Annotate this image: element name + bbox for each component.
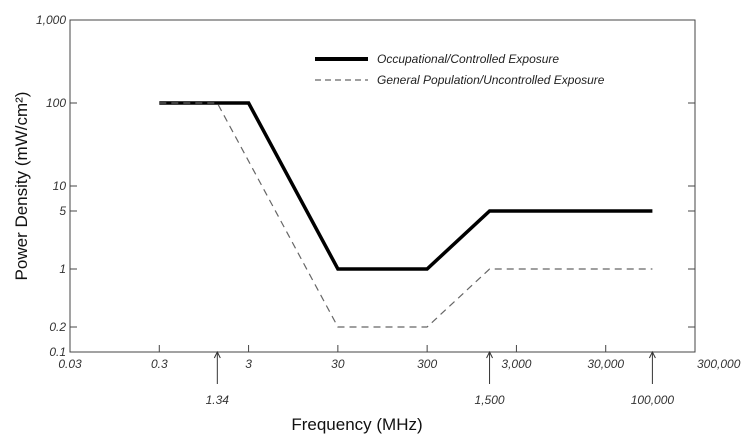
y-tick-label: 0.1 <box>49 345 66 359</box>
plot-frame <box>69 19 696 353</box>
x-annotation-arrow-0 <box>213 350 221 359</box>
x-annotation-label: 1,500 <box>475 393 505 407</box>
x-axis-title: Frequency (MHz) <box>291 415 422 434</box>
x-tick-label: 3 <box>245 357 252 371</box>
x-annotation-arrow-1 <box>486 350 493 359</box>
x-annotation-label: 1.34 <box>206 393 230 407</box>
legend: Occupational/Controlled Exposure General… <box>315 52 605 87</box>
y-tick-label: 10 <box>53 179 67 193</box>
y-axis-title: Power Density (mW/cm²) <box>12 92 31 281</box>
x-tick-label: 3,000 <box>501 357 531 371</box>
legend-label-occupational: Occupational/Controlled Exposure <box>377 52 559 66</box>
x-annotation-arrow-2 <box>648 350 656 359</box>
x-tick-label: 0.3 <box>151 357 168 371</box>
x-tick-label: 300,000 <box>697 357 741 371</box>
series-line-general <box>159 102 653 328</box>
y-tick-label: 0.2 <box>49 320 66 334</box>
x-tick-label: 30,000 <box>587 357 624 371</box>
y-tick-label: 1 <box>59 262 66 276</box>
y-tick-label: 100 <box>46 96 66 110</box>
x-tick-label: 30 <box>331 357 345 371</box>
ticks-layer: 1,000 100 10 5 1 0.2 0.10.03 0.3 3 30 300 3,000 30,0… <box>36 13 741 407</box>
x-annotation-label: 100,000 <box>631 393 675 407</box>
series-layer <box>159 101 653 328</box>
y-tick-label: 1,000 <box>36 13 66 27</box>
x-tick-label: 300 <box>417 357 437 371</box>
y-tick-label: 5 <box>59 204 66 218</box>
x-tick-label: 0.03 <box>58 357 82 371</box>
legend-label-general: General Population/Uncontrolled Exposure <box>377 73 605 87</box>
series-line-occupational <box>159 101 653 271</box>
